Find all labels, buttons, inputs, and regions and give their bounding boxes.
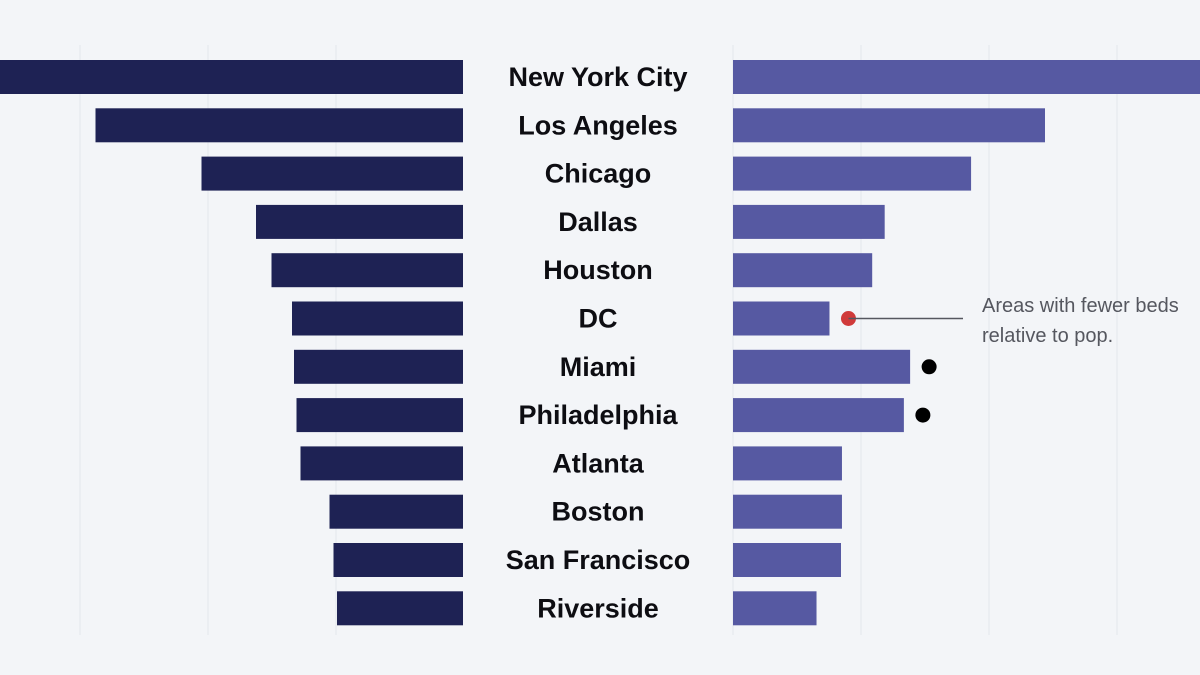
left-bar-chicago xyxy=(201,156,463,191)
gridlines xyxy=(79,45,1118,635)
left-bar-dc xyxy=(292,301,463,336)
annotation-line-1: Areas with fewer beds xyxy=(982,295,1179,317)
left-bar-houston xyxy=(271,253,463,288)
annotation-line-2: relative to pop. xyxy=(982,325,1113,347)
right-bars xyxy=(733,60,1200,626)
right-bar-dallas xyxy=(733,204,885,239)
city-label-san-francisco: San Francisco xyxy=(506,545,691,575)
left-bar-dallas xyxy=(256,204,463,239)
right-bar-los-angeles xyxy=(733,108,1045,143)
left-bar-philadelphia xyxy=(296,398,463,433)
right-bar-chicago xyxy=(733,156,972,191)
city-label-atlanta: Atlanta xyxy=(552,448,644,478)
marker-philadelphia xyxy=(915,407,931,423)
left-bar-new-york-city xyxy=(0,60,463,94)
city-label-philadelphia: Philadelphia xyxy=(518,400,678,430)
left-bar-miami xyxy=(294,349,463,384)
right-bar-atlanta xyxy=(733,446,842,481)
city-label-los-angeles: Los Angeles xyxy=(518,110,678,140)
right-bar-new-york-city xyxy=(733,60,1200,94)
left-bar-riverside xyxy=(337,591,463,626)
category-labels: New York City Los Angeles Chicago Dallas Hou… xyxy=(506,62,691,623)
right-bar-riverside xyxy=(733,591,817,626)
city-label-houston: Houston xyxy=(543,255,652,285)
left-bars xyxy=(0,60,463,626)
city-label-new-york-city: New York City xyxy=(508,62,687,92)
right-bar-boston xyxy=(733,494,842,529)
marker-miami xyxy=(921,359,937,375)
left-bar-atlanta xyxy=(300,446,463,481)
right-bar-houston xyxy=(733,253,873,288)
left-bar-san-francisco xyxy=(333,543,463,577)
annotation: Areas with fewer beds relative to pop. xyxy=(848,295,1179,347)
right-bar-philadelphia xyxy=(733,398,904,433)
right-bar-san-francisco xyxy=(733,543,841,577)
right-bar-miami xyxy=(733,349,911,384)
city-label-dallas: Dallas xyxy=(558,207,638,237)
city-label-dc: DC xyxy=(579,304,618,334)
city-label-miami: Miami xyxy=(560,352,637,382)
city-label-riverside: Riverside xyxy=(537,593,659,623)
right-bar-dc xyxy=(733,301,830,336)
city-label-chicago: Chicago xyxy=(545,159,652,189)
left-bar-los-angeles xyxy=(95,108,463,143)
markers xyxy=(840,311,937,423)
left-bar-boston xyxy=(329,494,463,529)
city-label-boston: Boston xyxy=(552,497,645,527)
